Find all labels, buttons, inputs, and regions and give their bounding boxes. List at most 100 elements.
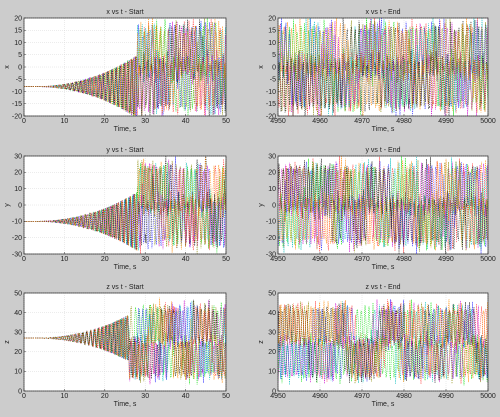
subplot-6: 4950 4960 4970 4980 4990 5000 0 10 20 30 40 50 z vs … [258, 284, 496, 408]
y-tick-label: 10 [14, 40, 22, 47]
x-tick-label: 5000 [480, 393, 496, 400]
x-tick-label: 4980 [396, 118, 412, 125]
x-tick-label: 30 [141, 118, 149, 125]
y-tick-label: -20 [266, 113, 276, 120]
series-line-8 [278, 156, 488, 251]
y-tick-label: 20 [268, 349, 276, 356]
y-tick-label: 40 [268, 310, 276, 317]
x-tick-label: 5000 [480, 118, 496, 125]
y-tick-label: 0 [272, 64, 276, 71]
chart-title: x vs t - Start [106, 9, 143, 16]
x-tick-label: 30 [141, 393, 149, 400]
chart-title: z vs t - End [365, 284, 400, 291]
y-tick-label: 0 [272, 202, 276, 209]
x-axis-label: Time, s [372, 401, 395, 408]
y-tick-label: 0 [18, 202, 22, 209]
series-group [24, 18, 226, 116]
series-line-4 [24, 162, 226, 251]
series-line-7 [278, 18, 488, 116]
y-tick-label: 40 [14, 310, 22, 317]
y-tick-label: 20 [268, 15, 276, 22]
y-tick-label: 0 [18, 64, 22, 71]
y-tick-label: -20 [266, 235, 276, 242]
y-axis-label: y [4, 203, 11, 207]
series-line-7 [278, 156, 488, 254]
x-tick-label: 50 [222, 118, 230, 125]
x-tick-label: 4960 [312, 393, 328, 400]
y-tick-label: 30 [14, 330, 22, 337]
x-tick-label: 4990 [438, 118, 454, 125]
chart-title: y vs t - Start [106, 147, 143, 154]
y-tick-label: 10 [268, 186, 276, 193]
x-tick-label: 20 [101, 393, 109, 400]
series-line-8 [24, 297, 226, 384]
series-line-4 [24, 22, 226, 116]
y-tick-label: 30 [268, 153, 276, 160]
series-group [24, 156, 226, 254]
x-axis-label: Time, s [372, 126, 395, 133]
y-tick-label: -20 [12, 235, 22, 242]
y-tick-label: -20 [12, 113, 22, 120]
x-tick-label: 50 [222, 256, 230, 263]
series-line-6 [278, 301, 488, 384]
x-tick-label: 4960 [312, 118, 328, 125]
x-axis-label: Time, s [114, 401, 137, 408]
x-tick-label: 4970 [354, 393, 370, 400]
series-line-3 [278, 161, 488, 254]
series-line-6 [24, 18, 226, 116]
series-line-2 [278, 156, 488, 254]
chart-title: y vs t - End [365, 147, 400, 154]
plot-border [23, 292, 227, 392]
series-line-8 [278, 299, 488, 383]
y-axis-label: y [258, 203, 265, 207]
y-tick-label: -10 [266, 89, 276, 96]
series-line-7 [24, 156, 226, 250]
y-tick-label: 15 [268, 28, 276, 35]
y-tick-label: -10 [12, 219, 22, 226]
y-tick-label: -5 [270, 77, 276, 84]
y-tick-label: 10 [268, 40, 276, 47]
y-tick-label: 10 [14, 369, 22, 376]
series-line-4 [278, 18, 488, 116]
series-line-6 [278, 18, 488, 116]
series-line-2 [24, 158, 226, 254]
x-tick-label: 50 [222, 393, 230, 400]
y-tick-label: 15 [14, 28, 22, 35]
y-tick-label: 20 [268, 170, 276, 177]
series-group [278, 299, 488, 386]
series-line-6 [24, 159, 226, 254]
x-tick-label: 4990 [438, 256, 454, 263]
x-tick-label: 20 [101, 256, 109, 263]
x-tick-label: 4950 [270, 118, 286, 125]
x-tick-label: 0 [22, 118, 26, 125]
x-tick-label: 4990 [438, 393, 454, 400]
series-line-4 [278, 156, 488, 253]
plot-border [277, 292, 489, 392]
y-tick-label: 20 [14, 349, 22, 356]
x-tick-label: 40 [182, 118, 190, 125]
x-tick-label: 40 [182, 256, 190, 263]
subplot-3: 0 10 20 30 40 50 -30 -20 -10 0 10 20 30 y vs t - Star… [4, 147, 230, 271]
y-tick-label: 0 [18, 388, 22, 395]
x-tick-label: 4950 [270, 256, 286, 263]
x-tick-label: 20 [101, 118, 109, 125]
x-tick-label: 40 [182, 393, 190, 400]
y-tick-label: 30 [268, 330, 276, 337]
y-tick-label: -5 [16, 77, 22, 84]
x-tick-label: 10 [61, 118, 69, 125]
y-tick-label: -15 [12, 101, 22, 108]
series-line-4 [24, 300, 226, 382]
y-tick-label: 0 [272, 388, 276, 395]
series-group [278, 18, 488, 116]
y-tick-label: -15 [266, 101, 276, 108]
series-line-5 [278, 18, 488, 116]
y-tick-label: 50 [14, 290, 22, 297]
series-line-5 [24, 21, 226, 116]
y-tick-label: 10 [268, 369, 276, 376]
subplot-1: 0 10 20 30 40 50 -20 -15 -10 -5 0 5 10 15 20 x vs t - S… [4, 9, 230, 133]
subplot-2: 4950 4960 4970 4980 4990 5000 -20 -15 -10 -5 0 5 10 1… [258, 9, 496, 133]
x-tick-label: 0 [22, 256, 26, 263]
x-axis-label: Time, s [114, 126, 137, 133]
